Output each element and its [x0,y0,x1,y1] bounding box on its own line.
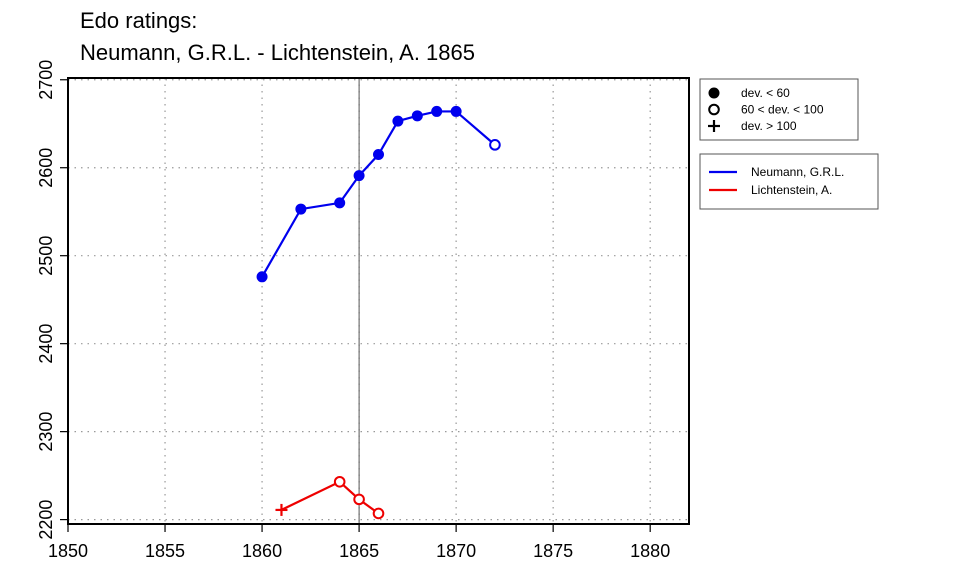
legend-label-filled: dev. < 60 [741,86,790,100]
x-tick-label: 1860 [242,541,282,561]
data-point-lichtenstein-a [275,503,288,516]
legend-marker-plus [708,120,720,132]
data-point-neumann-g-r-l [334,197,346,209]
legend-marker-filled [708,87,720,99]
legend-label-open: 60 < dev. < 100 [741,103,824,117]
x-tick-label: 1880 [630,541,670,561]
marker-legend-box [699,78,859,141]
data-point-lichtenstein-a [353,493,365,506]
data-point-neumann-g-r-l [295,203,307,215]
data-point-neumann-g-r-l [431,105,443,117]
data-point-neumann-g-r-l [353,170,365,182]
x-tick-label: 1865 [339,541,379,561]
data-point-neumann-g-r-l [392,115,404,127]
y-tick-label: 2400 [36,324,56,364]
y-tick-label: 2300 [36,412,56,452]
series-legend-box [699,153,879,210]
y-tick-label: 2600 [36,148,56,188]
chart-title-line-1: Edo ratings: [80,8,198,33]
legend-label-lichtenstein-a: Lichtenstein, A. [751,183,832,197]
x-tick-label: 1875 [533,541,573,561]
series-line-neumann-g-r-l [261,110,496,278]
data-point-neumann-g-r-l [256,271,268,283]
data-point-neumann-g-r-l [373,149,384,161]
data-point-lichtenstein-a [333,475,346,488]
y-tick-label: 2200 [36,500,56,540]
chart-title-line-2: Neumann, G.R.L. - Lichtenstein, A. 1865 [80,40,476,65]
x-tick-label: 1850 [48,541,88,561]
series-line-lichtenstein-a [280,480,380,515]
data-point-lichtenstein-a [372,507,385,520]
legend-marker-open [708,103,720,116]
plot-frame [67,77,690,525]
data-point-neumann-g-r-l [489,139,501,151]
data-point-neumann-g-r-l [411,110,423,122]
legend-label-plus: dev. > 100 [741,119,797,133]
x-tick-label: 1855 [145,541,185,561]
y-tick-label: 2700 [36,60,56,100]
legend-label-neumann-g-r-l: Neumann, G.R.L. [751,165,844,179]
data-point-neumann-g-r-l [450,105,462,117]
y-tick-label: 2500 [36,236,56,276]
x-tick-label: 1870 [436,541,476,561]
